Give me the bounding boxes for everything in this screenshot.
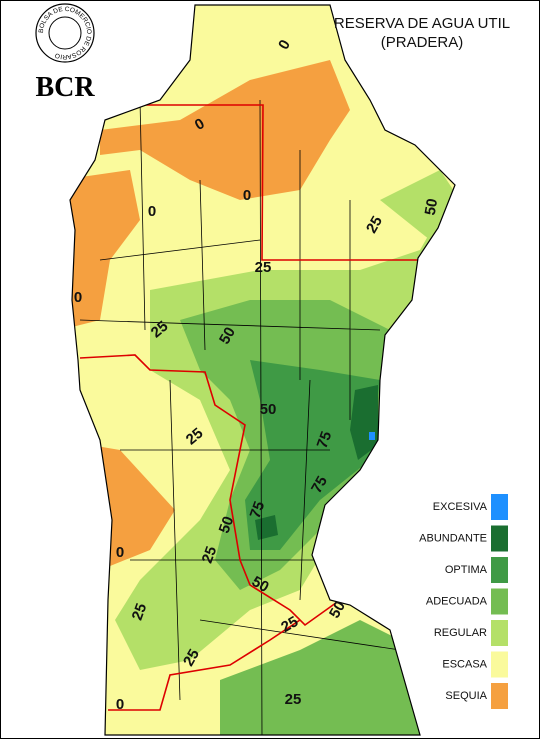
contour-label: 0 — [116, 696, 124, 713]
legend-label: OPTIMA — [445, 564, 488, 576]
contour-label: 50 — [216, 324, 239, 347]
legend-label: ESCASA — [442, 658, 487, 670]
contour-label: 50 — [326, 598, 349, 621]
contour-label: 50 — [422, 197, 442, 216]
legend-label: ABUNDANTE — [419, 532, 487, 544]
legend-swatch — [491, 525, 508, 552]
legend-swatch — [491, 557, 508, 583]
title: RESERVA DE AGUA UTIL — [334, 15, 510, 32]
legend-swatch — [491, 651, 508, 678]
contour-label: 50 — [249, 573, 272, 596]
contour-label: 25 — [199, 544, 221, 565]
contour-label: 0 — [243, 187, 251, 204]
contour-label: 25 — [180, 646, 203, 669]
contour-label: 50 — [216, 514, 238, 535]
contour-label: 75 — [308, 473, 331, 496]
contour-label: 25 — [285, 691, 302, 708]
contour-label: 25 — [278, 613, 301, 636]
subtitle: (PRADERA) — [381, 34, 464, 51]
legend-label: EXCESIVA — [433, 501, 488, 513]
contour-label: 25 — [255, 259, 272, 276]
province — [70, 5, 455, 735]
logo-inner — [48, 16, 82, 50]
contour-label: 50 — [260, 401, 277, 418]
legend-swatch — [491, 683, 508, 709]
contour-label: 0 — [116, 544, 124, 561]
contour-label: 0 — [148, 203, 156, 220]
contour-label: 25 — [363, 213, 386, 236]
contour-label: 25 — [129, 601, 151, 622]
contour-label: 75 — [314, 429, 336, 450]
legend-swatch — [491, 588, 508, 615]
legend-swatch — [491, 620, 508, 646]
legend-swatch — [491, 494, 508, 520]
logo-abbreviation: BCR — [35, 72, 95, 103]
contour-label: 0 — [74, 289, 82, 306]
legend-label: REGULAR — [434, 627, 487, 639]
legend-label: SEQUIA — [445, 690, 487, 702]
contour-label: 75 — [247, 499, 269, 520]
legend-label: ADECUADA — [426, 595, 488, 607]
logo-seal — [35, 3, 95, 63]
